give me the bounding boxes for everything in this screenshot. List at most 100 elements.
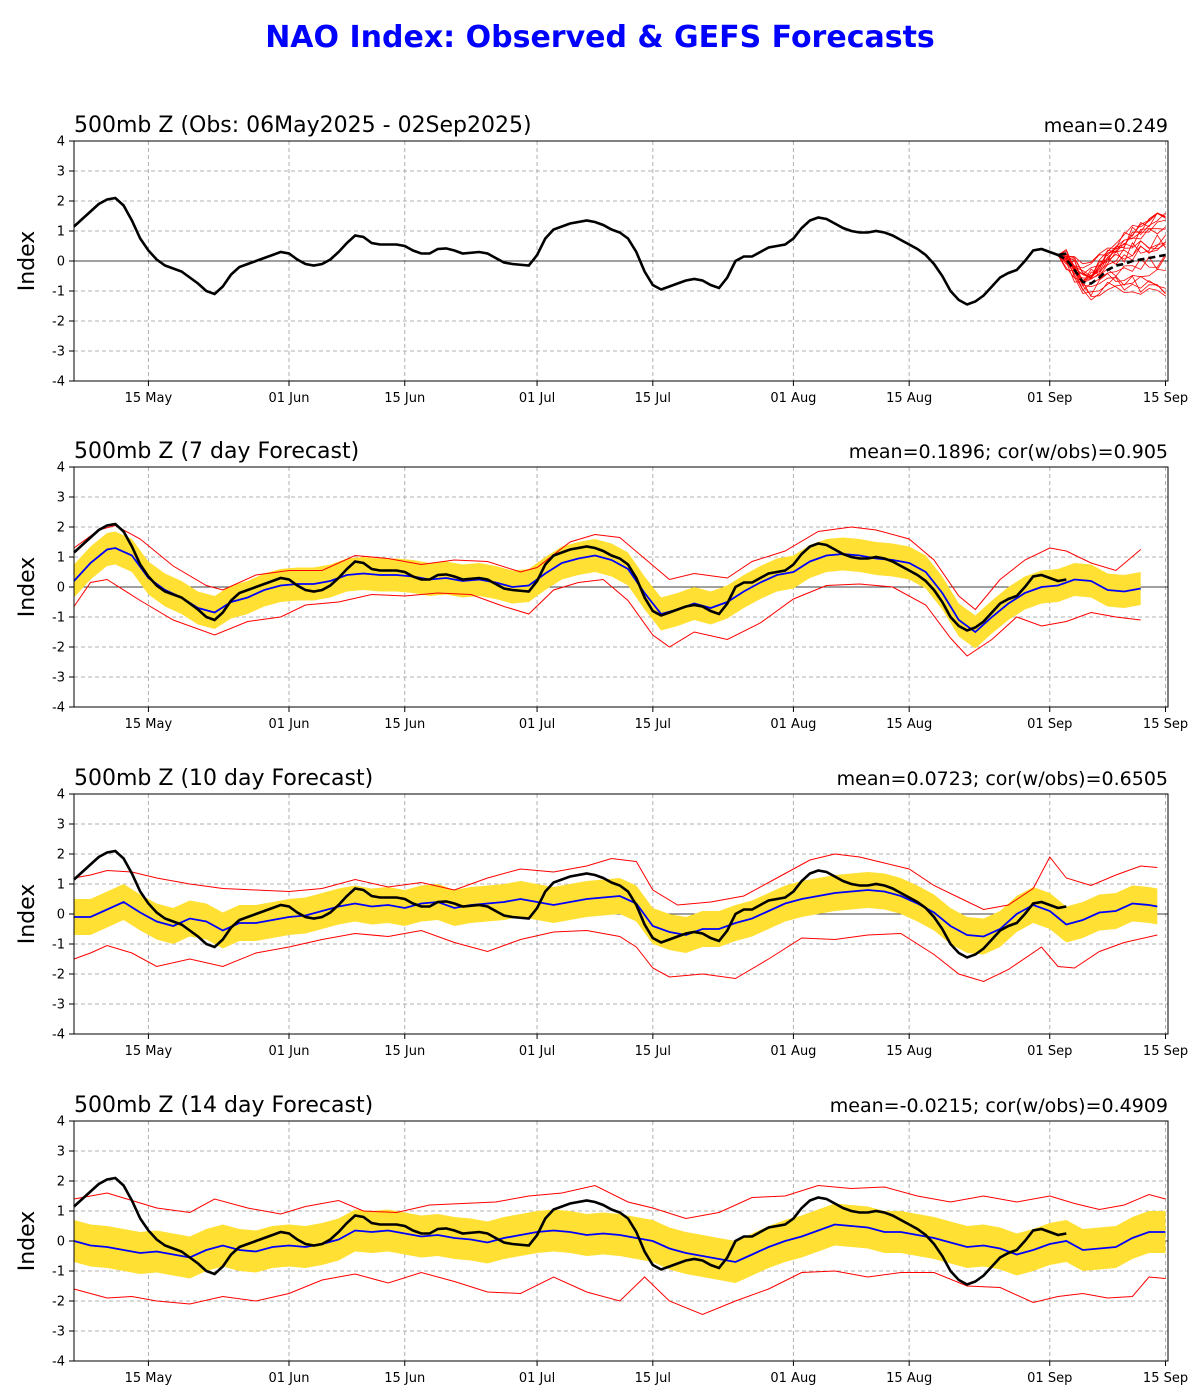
x-tick-label: 01 Jul [519,1044,555,1059]
y-tick-label: -2 [52,968,65,983]
x-tick-label: 01 Sep [1027,391,1072,406]
y-tick-label: 4 [57,1115,65,1130]
x-tick-label: 15 Jun [384,717,425,732]
x-tick-label: 15 Jul [635,1371,671,1386]
y-axis-label: Index [15,884,40,945]
ensemble-max-line [73,524,1142,611]
x-tick-label: 15 Aug [886,717,932,732]
y-tick-label: -2 [52,641,65,656]
y-tick-label: 0 [57,255,65,270]
gefs-member-line [1057,254,1166,301]
x-tick-label: 01 Aug [770,1044,816,1059]
y-axis-label: Index [15,1211,40,1272]
gefs-member-line [1057,213,1166,278]
observed-line [73,522,1067,632]
y-tick-label: -4 [52,375,65,390]
y-tick-label: 2 [57,195,65,210]
y-tick-label: 0 [57,1235,65,1250]
panel-title: 500mb Z (7 day Forecast) [74,439,359,464]
x-tick-label: 15 Jun [384,1371,425,1386]
y-tick-label: 3 [57,818,65,833]
chart-panel-3: -4 -3 -2 -1 0 1 2 3 4 15 May 01 Jun 15 Jun 01 Jul 15 … [15,766,1188,1059]
y-tick-label: 3 [57,1145,65,1160]
ensemble-mean-line [73,1223,1166,1263]
x-tick-label: 01 Jun [268,1371,309,1386]
x-tick-label: 15 Sep [1143,391,1188,406]
x-tick-label: 15 May [125,1371,173,1386]
y-tick-label: -2 [52,315,65,330]
x-tick-label: 01 Sep [1027,1371,1072,1386]
ensemble-mean-line [74,889,1158,938]
x-tick-label: 15 Jun [384,1044,425,1059]
plot-frame [73,793,1169,1035]
x-tick-label: 01 Aug [770,717,816,732]
ensemble-max-line [73,853,1158,911]
y-tick-label: 2 [57,848,65,863]
panel-stats: mean=0.249 [1044,115,1168,137]
x-tick-label: 01 Jun [268,717,309,732]
x-tick-label: 15 May [125,1044,173,1059]
panel-stats: mean=-0.0215; cor(w/obs)=0.4909 [830,1095,1168,1117]
y-tick-label: 4 [57,788,65,803]
x-tick-label: 15 Jul [635,391,671,406]
chart-panel-1: -4 -3 -2 -1 0 1 2 3 4 15 May 01 Jun 15 Jun 01 Jul 15 … [15,113,1188,406]
x-tick-label: 15 Jul [635,717,671,732]
y-tick-label: -3 [52,1325,65,1340]
y-tick-label: 1 [57,1205,65,1220]
x-tick-label: 01 Sep [1027,717,1072,732]
x-tick-label: 01 Jul [519,717,555,732]
y-tick-label: -1 [52,611,65,626]
panel-title: 500mb Z (Obs: 06May2025 - 02Sep2025) [74,113,532,138]
ensemble-min-line [73,578,1141,657]
plot-frame [73,140,1169,382]
x-tick-label: 15 May [125,391,173,406]
ensemble-min-line [73,1270,1166,1316]
y-tick-label: 3 [57,491,65,506]
chart-panel-2: -4 -3 -2 -1 0 1 2 3 4 15 May 01 Jun 15 Jun 01 Jul 15 … [15,439,1188,732]
x-tick-label: 15 Sep [1143,717,1188,732]
x-tick-label: 15 Sep [1143,1044,1188,1059]
y-tick-label: -3 [52,998,65,1013]
ensemble-max-line [73,1184,1166,1220]
chart-panel-4: -4 -3 -2 -1 0 1 2 3 4 15 May 01 Jun 15 Jun 01 Jul 15 … [15,1093,1188,1386]
x-tick-label: 15 Aug [886,391,932,406]
x-tick-label: 01 Sep [1027,1044,1072,1059]
panel-title: 500mb Z (10 day Forecast) [74,766,373,791]
y-tick-label: -1 [52,938,65,953]
x-tick-label: 01 Aug [770,1371,816,1386]
gefs-mean-line [1057,253,1166,285]
page-title: NAO Index: Observed & GEFS Forecasts [265,20,935,55]
plot-frame [73,466,1169,708]
y-tick-label: 0 [57,908,65,923]
gefs-member-line [1057,253,1166,291]
ensemble-spread-band [74,531,1141,649]
y-tick-label: -2 [52,1295,65,1310]
y-tick-label: 2 [57,1175,65,1190]
x-tick-label: 01 Jul [519,391,555,406]
y-tick-label: -3 [52,345,65,360]
y-axis-label: Index [15,231,40,292]
y-tick-label: -1 [52,1265,65,1280]
y-tick-label: 4 [57,461,65,476]
ensemble-min-line [73,929,1158,983]
y-tick-label: 0 [57,581,65,596]
y-tick-label: -4 [52,1028,65,1043]
y-tick-label: -4 [52,701,65,716]
x-tick-label: 15 Aug [886,1371,932,1386]
y-tick-label: 3 [57,165,65,180]
panel-stats: mean=0.0723; cor(w/obs)=0.6505 [837,768,1168,790]
y-tick-label: -3 [52,671,65,686]
x-tick-label: 15 Aug [886,1044,932,1059]
y-tick-label: -1 [52,285,65,300]
x-tick-label: 15 Jul [635,1044,671,1059]
x-tick-label: 01 Aug [770,391,816,406]
panel-stats: mean=0.1896; cor(w/obs)=0.905 [849,441,1168,463]
x-tick-label: 01 Jun [268,391,309,406]
y-tick-label: 1 [57,225,65,240]
gefs-member-line [1057,254,1166,295]
gefs-member-line [1057,212,1166,265]
y-tick-label: -4 [52,1355,65,1370]
y-tick-label: 1 [57,878,65,893]
x-tick-label: 15 May [125,717,173,732]
